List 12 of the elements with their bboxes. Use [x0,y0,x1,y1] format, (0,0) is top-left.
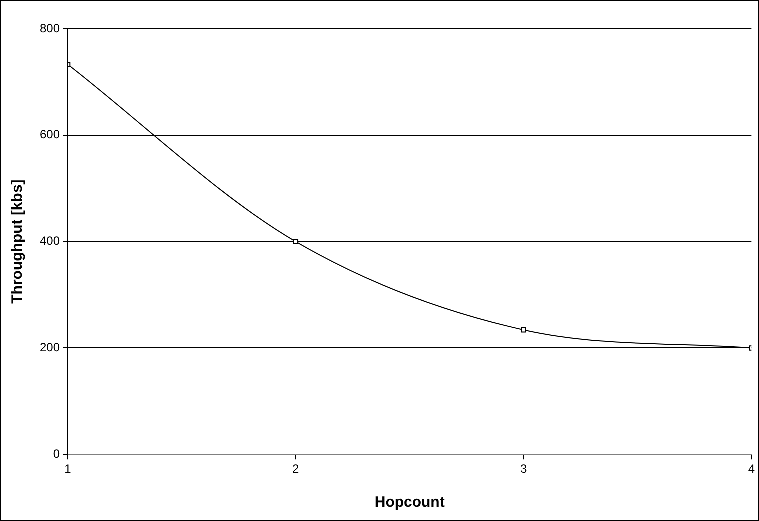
x-tick-label: 2 [292,462,300,476]
point [521,327,526,333]
y-tick-label: 400 [40,234,60,248]
x-tick-label: 1 [64,462,72,476]
x-tick-label: 4 [748,462,756,476]
y-tick-label: 200 [40,340,60,355]
x-tick-label: 3 [520,462,528,476]
y-axis-title: Throughput [kbs] [9,180,26,304]
y-tick-label: 600 [40,128,60,142]
x-axis-title: Hopcount [374,494,445,512]
y-tick-label: 800 [40,21,60,36]
y-tick-label: 0 [53,446,60,461]
